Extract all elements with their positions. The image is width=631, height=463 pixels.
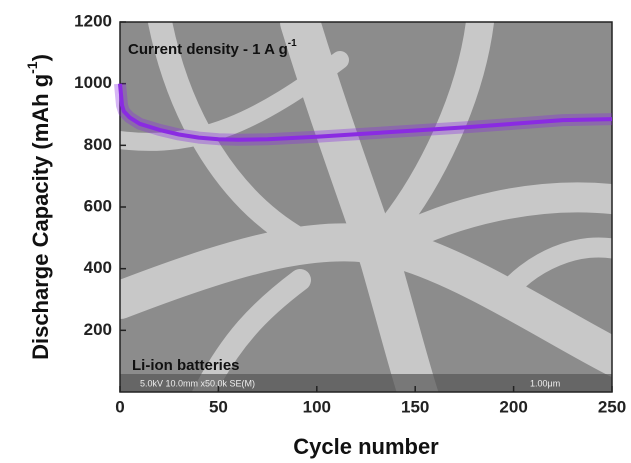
y-axis-label-part: Discharge Capacity (mAh g	[28, 74, 53, 360]
x-tick-label: 100	[303, 397, 331, 416]
y-axis-label-part: )	[28, 54, 53, 61]
y-tick-label: 1000	[74, 73, 112, 92]
y-tick-label: 600	[84, 196, 112, 215]
x-tick-label: 50	[209, 397, 228, 416]
y-tick-label: 1200	[74, 11, 112, 30]
sem-scale: 1.00μm	[530, 378, 560, 388]
x-axis-label: Cycle number	[293, 434, 439, 459]
y-axis-label: Discharge Capacity (mAh g-1)	[24, 54, 53, 360]
y-tick-label: 200	[84, 320, 112, 339]
sem-background	[120, 22, 612, 392]
annotation: Li-ion batteries	[132, 357, 240, 374]
y-tick-label: 800	[84, 135, 112, 154]
x-tick-label: 200	[499, 397, 527, 416]
sem-info: 5.0kV 10.0mm x50.0k SE(M)	[140, 378, 255, 388]
y-tick-label: 400	[84, 258, 112, 277]
line	[118, 83, 613, 142]
x-tick-label: 250	[598, 397, 626, 416]
y-axis-label-sup: -1	[24, 61, 40, 74]
x-tick-label: 150	[401, 397, 429, 416]
x-tick-label: 0	[115, 397, 124, 416]
annotation-sup: -1	[288, 38, 297, 49]
annotation: Current density - 1 A g-1	[128, 38, 297, 58]
annotation-text: Current density - 1 A g	[128, 41, 288, 58]
